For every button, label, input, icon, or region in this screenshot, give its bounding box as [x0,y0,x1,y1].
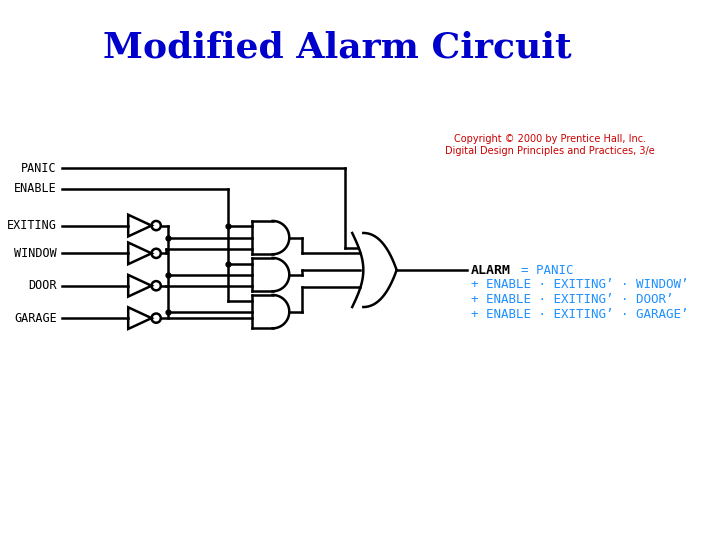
Text: Copyright © 2000 by Prentice Hall, Inc.
Digital Design Principles and Practices,: Copyright © 2000 by Prentice Hall, Inc. … [446,134,655,156]
Text: ALARM: ALARM [471,264,510,276]
Text: = PANIC: = PANIC [521,264,573,276]
Text: DOOR: DOOR [29,279,57,292]
Text: + ENABLE · EXITING’ · DOOR’: + ENABLE · EXITING’ · DOOR’ [471,293,673,306]
Text: + ENABLE · EXITING’ · GARAGE’: + ENABLE · EXITING’ · GARAGE’ [471,308,688,321]
Text: Modified Alarm Circuit: Modified Alarm Circuit [103,31,572,65]
Text: ENABLE: ENABLE [14,182,57,195]
Text: + ENABLE · EXITING’ · WINDOW’: + ENABLE · EXITING’ · WINDOW’ [471,278,688,291]
Text: GARAGE: GARAGE [14,312,57,325]
Text: PANIC: PANIC [22,161,57,174]
Text: EXITING: EXITING [7,219,57,232]
Text: WINDOW: WINDOW [14,247,57,260]
